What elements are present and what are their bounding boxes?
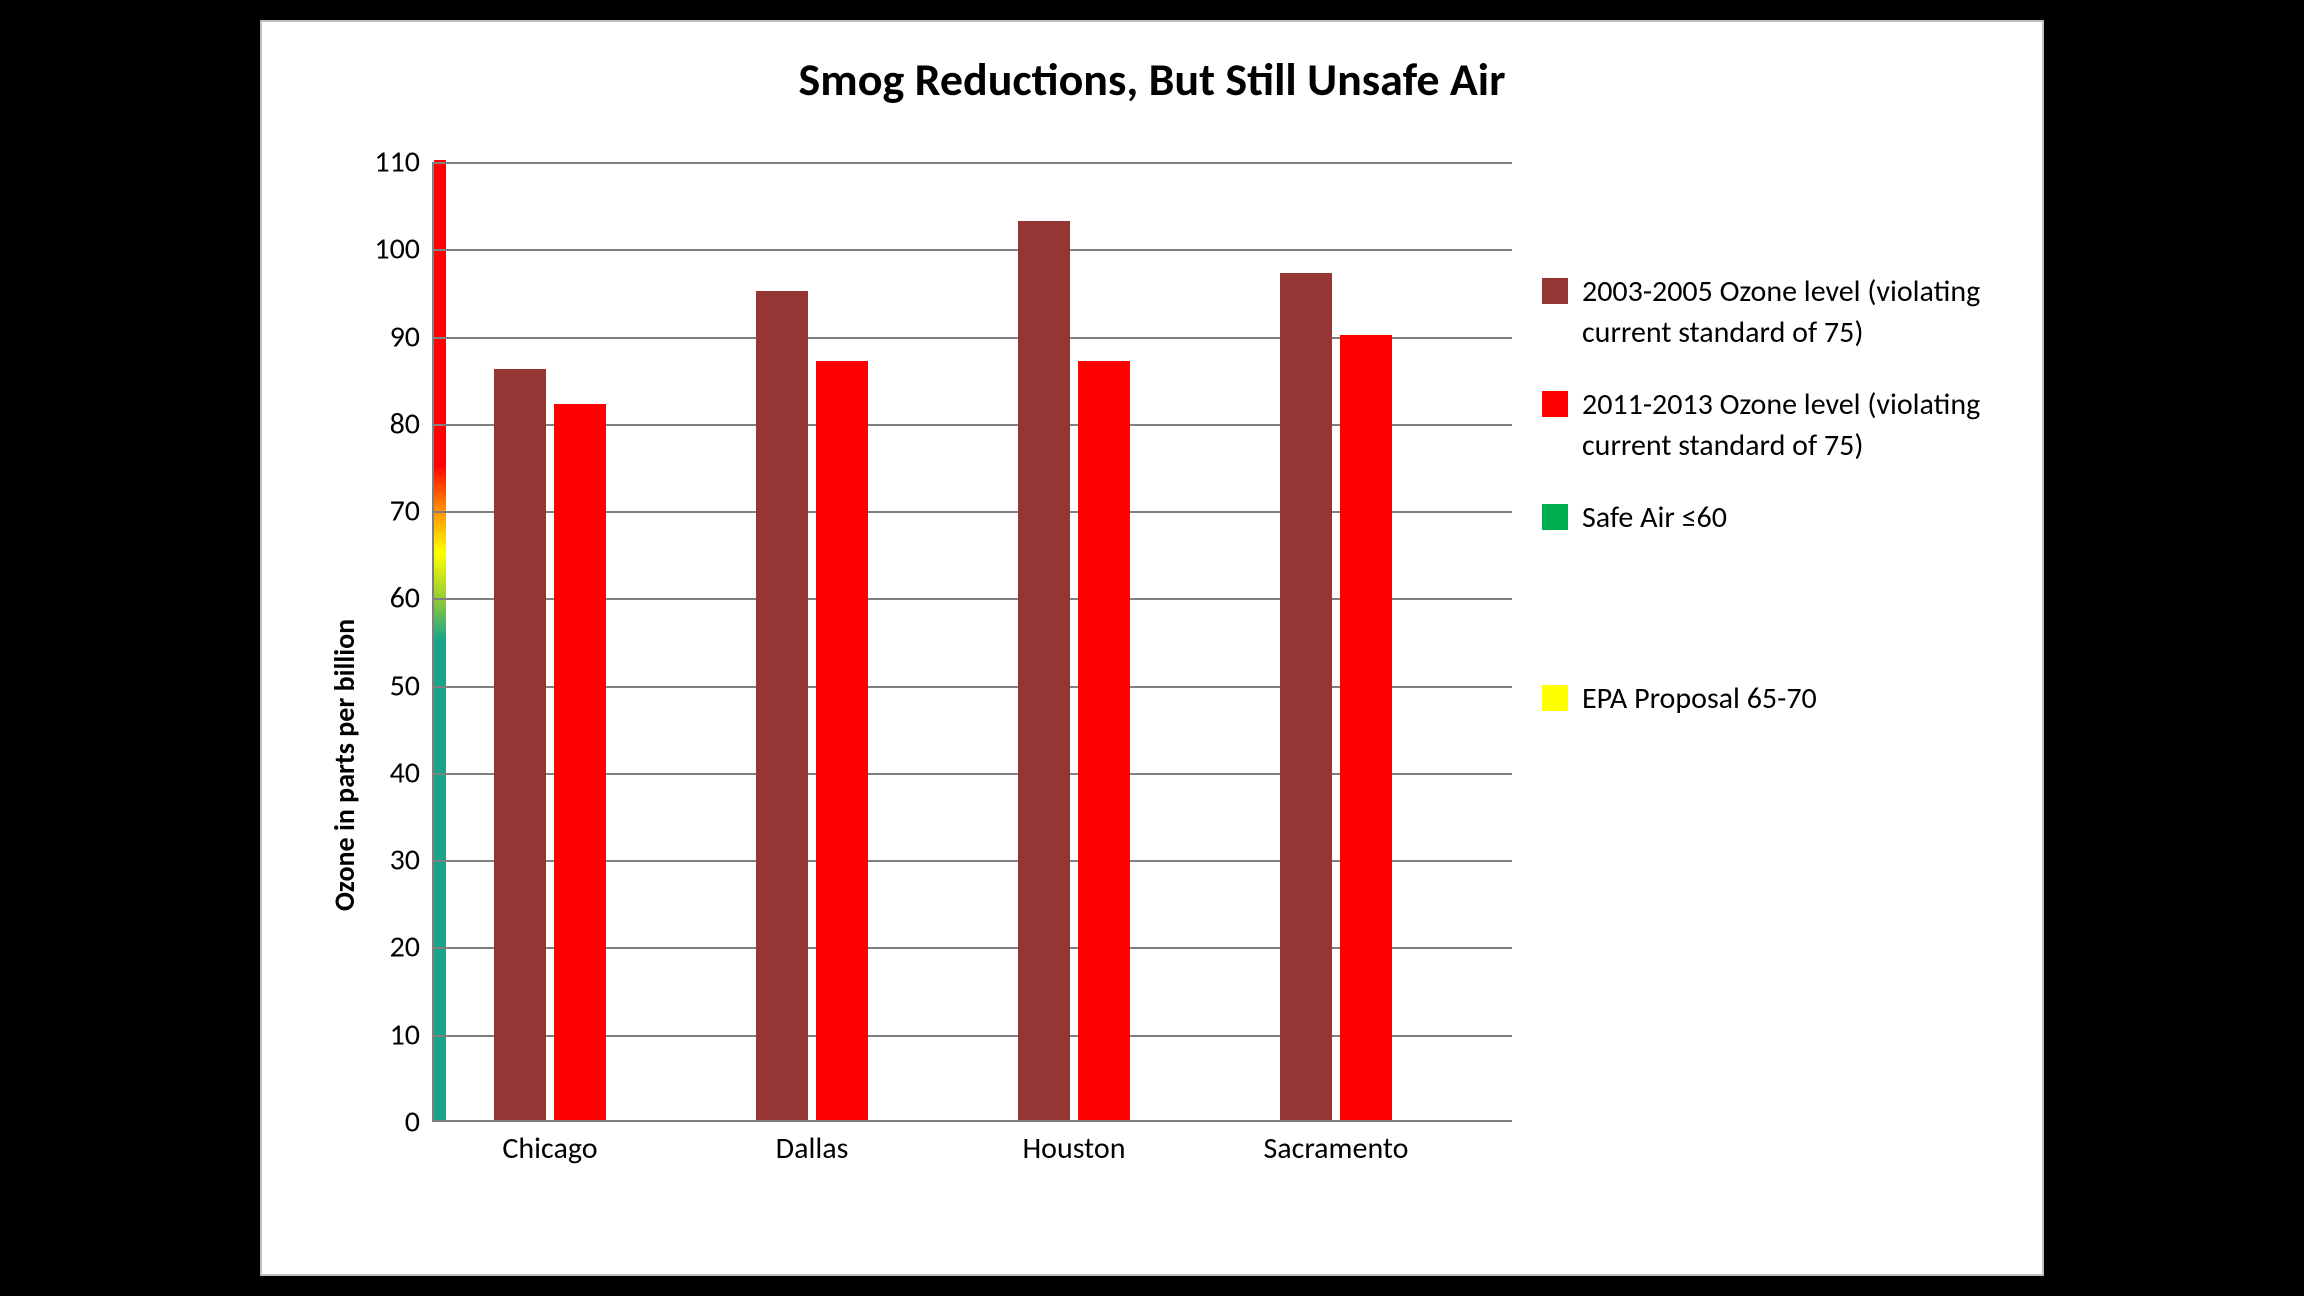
bar [816,361,868,1120]
chart-title: Smog Reductions, But Still Unsafe Air [262,52,2042,108]
y-tick-label: 100 [374,231,420,268]
y-tick-label: 90 [390,318,420,355]
plot-area: 0102030405060708090100110ChicagoDallasHo… [432,162,1512,1122]
y-tick-label: 70 [390,493,420,530]
bar [554,404,606,1120]
legend-label: 2003-2005 Ozone level (violating current… [1582,272,2012,353]
y-tick-label: 110 [374,144,420,181]
legend-swatch [1542,685,1568,711]
x-tick-label: Dallas [776,1130,849,1167]
bar [756,291,808,1120]
legend-swatch [1542,391,1568,417]
bar [1078,361,1130,1120]
bar [1280,273,1332,1120]
legend-swatch [1542,504,1568,530]
legend-swatch [1542,278,1568,304]
axis-threshold-gradient [434,160,446,1120]
y-tick-label: 0 [405,1104,420,1141]
legend: 2003-2005 Ozone level (violating current… [1542,272,2012,751]
y-tick-label: 30 [390,842,420,879]
y-tick-label: 80 [390,405,420,442]
legend-item: EPA Proposal 65-70 [1542,679,2012,720]
bar [1340,335,1392,1120]
y-tick-label: 10 [390,1016,420,1053]
x-tick-label: Chicago [502,1130,597,1167]
legend-label: EPA Proposal 65-70 [1582,679,1817,720]
x-tick-label: Houston [1022,1130,1125,1167]
legend-item: Safe Air ≤60 [1542,498,2012,539]
y-tick-label: 60 [390,580,420,617]
bar [1018,221,1070,1120]
bar [494,369,546,1120]
legend-item: 2011-2013 Ozone level (violating current… [1542,385,2012,466]
y-tick-label: 50 [390,667,420,704]
y-axis-title: Ozone in parts per billion [327,619,362,911]
chart-panel: Smog Reductions, But Still Unsafe Air Oz… [260,20,2044,1276]
legend-label: 2011-2013 Ozone level (violating current… [1582,385,2012,466]
x-tick-label: Sacramento [1263,1130,1408,1167]
y-tick-label: 20 [390,929,420,966]
y-tick-label: 40 [390,754,420,791]
gridline [434,162,1512,164]
legend-item: 2003-2005 Ozone level (violating current… [1542,272,2012,353]
gridline [434,249,1512,251]
legend-label: Safe Air ≤60 [1582,498,1727,539]
